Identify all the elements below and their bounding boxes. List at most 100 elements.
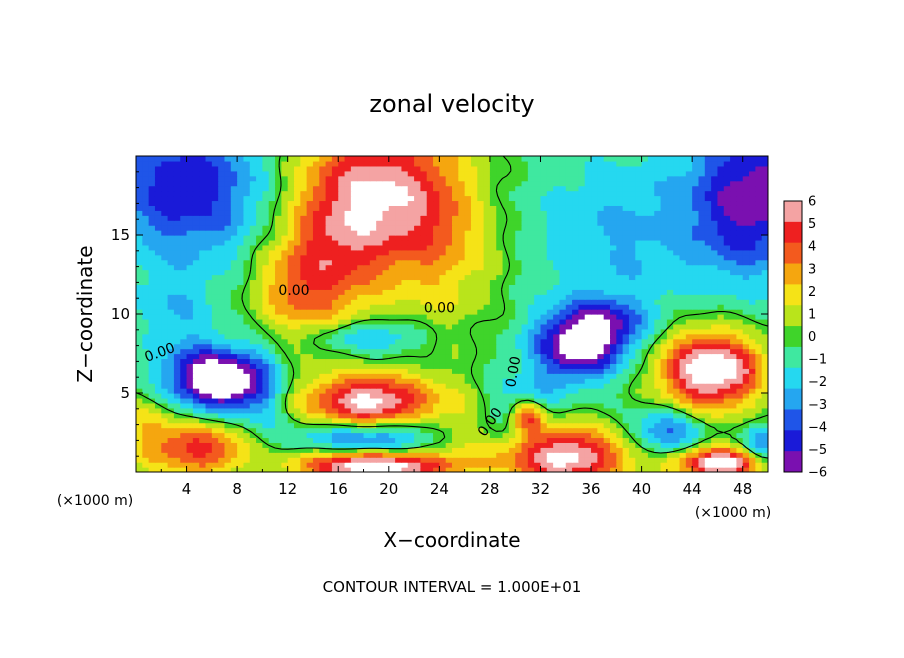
heatmap-cell: [312, 397, 320, 404]
heatmap-cell: [262, 422, 270, 429]
heatmap-cell: [154, 462, 162, 468]
heatmap-cell: [420, 314, 428, 320]
heatmap-cell: [281, 437, 289, 443]
heatmap-cell: [647, 363, 655, 369]
heatmap-cell: [470, 230, 478, 236]
heatmap-cell: [704, 235, 712, 241]
heatmap-cell: [167, 373, 175, 379]
heatmap-cell: [755, 358, 763, 364]
heatmap-cell: [237, 254, 245, 261]
heatmap-cell: [616, 284, 624, 290]
heatmap-cell: [761, 294, 768, 300]
heatmap-cell: [433, 363, 440, 369]
heatmap-cell: [761, 343, 768, 350]
heatmap-cell: [452, 412, 459, 419]
heatmap-cell: [256, 393, 263, 399]
heatmap-cell: [268, 323, 276, 330]
heatmap-cell: [470, 437, 478, 443]
heatmap-cell: [755, 264, 763, 271]
heatmap-cell: [312, 383, 320, 389]
heatmap-cell: [515, 230, 523, 236]
heatmap-cell: [275, 467, 282, 472]
heatmap-cell: [249, 318, 257, 325]
heatmap-cell: [401, 363, 409, 369]
heatmap-cell: [502, 363, 510, 369]
heatmap-cell: [243, 378, 251, 384]
heatmap-cell: [426, 289, 434, 295]
heatmap-cell: [692, 249, 700, 256]
heatmap-cell: [414, 437, 421, 443]
heatmap-cell: [685, 299, 693, 305]
heatmap-cell: [243, 299, 251, 305]
heatmap-cell: [281, 274, 289, 281]
heatmap-cell: [357, 299, 365, 305]
heatmap-cell: [477, 402, 485, 409]
heatmap-cell: [749, 230, 756, 236]
heatmap-cell: [325, 269, 333, 276]
heatmap-cell: [761, 269, 768, 276]
heatmap-cell: [420, 393, 428, 399]
heatmap-cell: [534, 284, 542, 290]
heatmap-cell: [331, 407, 339, 414]
heatmap-cell: [591, 373, 598, 379]
heatmap-cell: [237, 304, 245, 310]
heatmap-cell: [521, 462, 529, 468]
heatmap-cell: [268, 348, 276, 355]
heatmap-cell: [331, 343, 339, 350]
heatmap-cell: [262, 388, 270, 394]
heatmap-cell: [237, 343, 245, 350]
heatmap-cell: [622, 269, 630, 276]
heatmap-cell: [192, 249, 200, 256]
heatmap-cell: [742, 309, 750, 315]
heatmap-cell: [534, 412, 542, 419]
heatmap-cell: [723, 314, 731, 320]
heatmap-cell: [218, 348, 226, 355]
heatmap-cell: [502, 353, 510, 360]
heatmap-cell: [154, 235, 162, 241]
heatmap-cell: [622, 254, 630, 261]
heatmap-cell: [761, 299, 768, 305]
heatmap-cell: [641, 274, 649, 281]
heatmap-cell: [470, 338, 478, 345]
heatmap-cell: [692, 462, 700, 468]
heatmap-cell: [591, 239, 598, 246]
heatmap-cell: [666, 422, 674, 429]
heatmap-cell: [730, 388, 737, 394]
heatmap-cell: [584, 304, 592, 310]
heatmap-cell: [350, 269, 358, 276]
heatmap-cell: [331, 239, 339, 246]
heatmap-cell: [237, 432, 245, 439]
heatmap-cell: [502, 299, 510, 305]
heatmap-cell: [281, 442, 289, 448]
heatmap-cell: [704, 289, 712, 295]
heatmap-cell: [515, 333, 523, 340]
heatmap-cell: [199, 328, 207, 335]
heatmap-cell: [173, 269, 181, 276]
heatmap-cell: [452, 388, 459, 394]
heatmap-cell: [534, 427, 542, 434]
heatmap-cell: [572, 402, 579, 409]
heatmap-cell: [148, 373, 156, 379]
heatmap-cell: [565, 294, 573, 300]
heatmap-cell: [736, 393, 744, 399]
heatmap-cell: [578, 397, 586, 404]
heatmap-cell: [692, 284, 700, 290]
heatmap-cell: [433, 412, 440, 419]
heatmap-cell: [749, 318, 756, 325]
heatmap-cell: [142, 457, 150, 463]
heatmap-cell: [622, 299, 630, 305]
heatmap-cell: [199, 304, 207, 310]
heatmap-cell: [192, 289, 200, 295]
heatmap-cell: [546, 397, 554, 404]
heatmap-cell: [527, 353, 535, 360]
heatmap-cell: [357, 259, 365, 266]
heatmap-cell: [211, 373, 219, 379]
heatmap-cell: [591, 353, 598, 360]
heatmap-cell: [622, 230, 630, 236]
heatmap-cell: [281, 412, 289, 419]
heatmap-cell: [515, 328, 523, 335]
heatmap-cell: [369, 338, 377, 345]
heatmap-cell: [704, 239, 712, 246]
heatmap-cell: [502, 462, 510, 468]
heatmap-cell: [420, 269, 428, 276]
